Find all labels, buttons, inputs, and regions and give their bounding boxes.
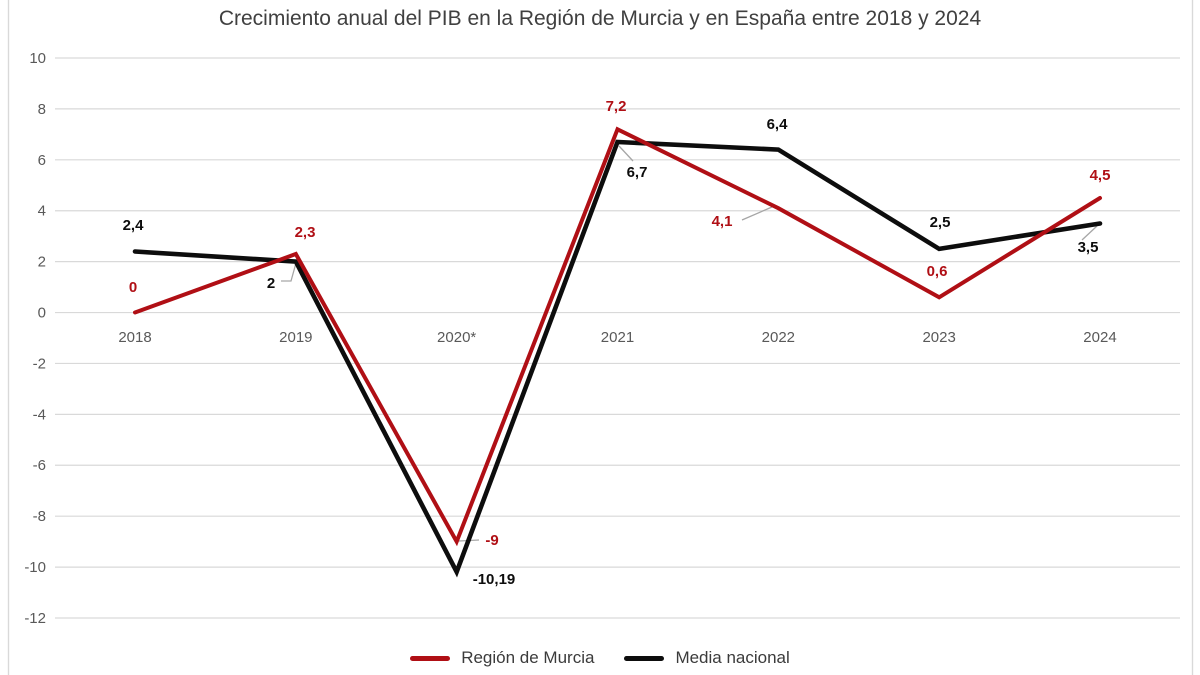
y-tick-label: 10 (29, 50, 46, 67)
data-label: 0,6 (927, 263, 948, 280)
x-tick-label: 2020* (437, 329, 476, 346)
chart-legend: Región de Murcia Media nacional (0, 648, 1200, 668)
x-tick-label: 2024 (1083, 329, 1116, 346)
data-label: 0 (129, 279, 137, 296)
label-leader-line (618, 145, 634, 162)
chart-title: Crecimiento anual del PIB en la Región d… (218, 7, 982, 30)
y-tick-label: -4 (33, 406, 46, 423)
data-label: 6,7 (627, 164, 648, 181)
y-tick-label: 4 (38, 203, 46, 220)
data-label: 4,1 (712, 213, 733, 230)
data-label: 2,4 (123, 217, 145, 234)
series-line-media-nacional (132, 139, 1103, 578)
legend-swatch-nacional-icon (624, 655, 665, 661)
x-tick-label: 2019 (279, 329, 312, 346)
legend-item-region-de-murcia: Región de Murcia (410, 648, 594, 668)
x-tick-label: 2022 (762, 329, 795, 346)
y-tick-label: -12 (24, 610, 46, 627)
y-tick-label: 6 (38, 152, 46, 169)
data-label: -10,19 (473, 571, 516, 588)
data-label: 3,5 (1078, 239, 1099, 256)
data-label: 6,4 (767, 116, 789, 133)
data-label: 4,5 (1090, 167, 1111, 184)
data-label: -9 (485, 532, 498, 549)
y-tick-label: 0 (38, 305, 46, 322)
y-tick-label: -2 (33, 355, 46, 372)
data-label: 2,3 (295, 224, 316, 241)
y-tick-label: -10 (24, 559, 46, 576)
label-leader-line (1081, 225, 1098, 241)
y-tick-label: -8 (33, 508, 46, 525)
data-label: 2 (267, 275, 275, 292)
legend-item-media-nacional: Media nacional (624, 648, 790, 668)
label-leader-line (741, 206, 773, 221)
y-tick-label: 2 (38, 254, 46, 271)
legend-label-media-nacional: Media nacional (675, 648, 790, 667)
data-label: 2,5 (930, 214, 951, 231)
series-line-region-de-murcia (133, 126, 1102, 547)
legend-label-region-de-murcia: Región de Murcia (461, 648, 595, 667)
label-leader-line (281, 262, 297, 282)
y-tick-label: -6 (33, 457, 46, 474)
y-tick-label: 8 (38, 101, 46, 118)
legend-swatch-murcia-icon (410, 655, 451, 661)
data-label: 7,2 (606, 98, 627, 115)
x-tick-label: 2018 (118, 329, 151, 346)
x-tick-label: 2023 (922, 329, 955, 346)
x-tick-label: 2021 (601, 329, 634, 346)
